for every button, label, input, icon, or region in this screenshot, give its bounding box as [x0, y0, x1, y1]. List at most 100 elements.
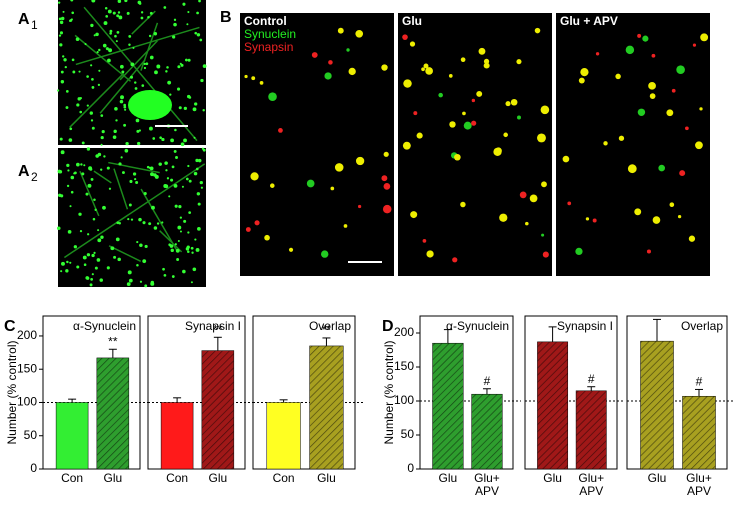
panel-title: Control [244, 14, 287, 28]
puncta [130, 218, 134, 221]
puncta [699, 107, 703, 111]
axes-frame [252, 315, 356, 470]
bar [309, 345, 344, 470]
puncta [627, 164, 637, 174]
puncta [87, 183, 92, 188]
puncta [185, 177, 189, 181]
puncta [495, 147, 502, 155]
puncta [334, 163, 344, 172]
puncta [66, 184, 70, 188]
puncta [69, 261, 72, 264]
puncta [65, 106, 69, 109]
puncta [183, 138, 187, 143]
puncta [182, 269, 186, 274]
x-tick-label: Glu+ APV [474, 472, 500, 498]
puncta [93, 34, 96, 37]
puncta [348, 67, 356, 76]
puncta [634, 208, 642, 216]
puncta [180, 142, 185, 147]
puncta [337, 27, 344, 34]
puncta [175, 156, 178, 159]
puncta [65, 269, 69, 273]
puncta [114, 107, 118, 111]
significance-marker: ** [108, 334, 118, 348]
puncta [580, 68, 589, 77]
puncta [402, 141, 411, 150]
puncta [138, 129, 142, 132]
puncta [132, 172, 137, 176]
puncta [116, 14, 120, 18]
puncta [416, 132, 423, 139]
puncta [59, 31, 64, 35]
puncta [163, 6, 167, 9]
puncta [193, 171, 198, 176]
subplot: Overlap Con ** Glu [252, 315, 363, 485]
panel-label: D [382, 318, 394, 335]
puncta [73, 172, 76, 175]
puncta [98, 48, 101, 52]
puncta [70, 175, 75, 180]
puncta [595, 52, 600, 56]
puncta [60, 80, 65, 84]
x-tick-label: Con [272, 472, 295, 485]
puncta [183, 106, 187, 111]
puncta [136, 129, 140, 133]
puncta [179, 230, 182, 233]
puncta [103, 21, 108, 26]
puncta [423, 63, 429, 69]
puncta [383, 183, 391, 190]
puncta [64, 65, 67, 69]
neurite [75, 26, 200, 66]
puncta [510, 98, 518, 106]
puncta [148, 126, 153, 131]
puncta [516, 59, 522, 65]
subplot-title: Synapsin I [185, 319, 241, 333]
puncta [355, 156, 365, 166]
puncta [124, 148, 129, 153]
puncta [78, 70, 81, 73]
puncta [175, 248, 180, 253]
puncta [86, 147, 91, 151]
puncta [137, 141, 141, 146]
puncta [413, 111, 418, 116]
puncta [84, 43, 87, 46]
puncta [163, 273, 167, 277]
puncta [198, 0, 201, 3]
puncta [123, 123, 127, 127]
puncta [196, 33, 201, 37]
x-tick-label: Glu [647, 472, 667, 485]
puncta [86, 276, 90, 280]
puncta [483, 62, 490, 69]
puncta [100, 135, 104, 140]
puncta [448, 74, 453, 78]
puncta [104, 6, 108, 10]
puncta [642, 35, 649, 42]
puncta [169, 93, 172, 96]
puncta [164, 161, 168, 165]
puncta [113, 129, 117, 134]
puncta [381, 175, 388, 182]
significance-marker: # [588, 372, 595, 386]
puncta [67, 169, 70, 172]
puncta [147, 16, 150, 19]
puncta [145, 62, 149, 66]
neurite [108, 245, 142, 262]
puncta [679, 170, 686, 177]
puncta [58, 34, 62, 37]
puncta [90, 64, 93, 67]
puncta [60, 16, 65, 21]
x-tick-wrap: Glu+ APV [578, 472, 604, 498]
axes-frame [626, 315, 728, 470]
puncta [105, 47, 109, 51]
puncta [109, 29, 113, 33]
puncta [460, 57, 466, 63]
puncta [116, 221, 120, 225]
puncta [158, 162, 162, 166]
puncta [121, 171, 125, 175]
puncta [128, 34, 132, 38]
puncta [123, 103, 127, 107]
axes-frame [419, 315, 514, 470]
puncta [176, 258, 180, 261]
puncta [592, 218, 597, 223]
puncta [68, 19, 72, 23]
